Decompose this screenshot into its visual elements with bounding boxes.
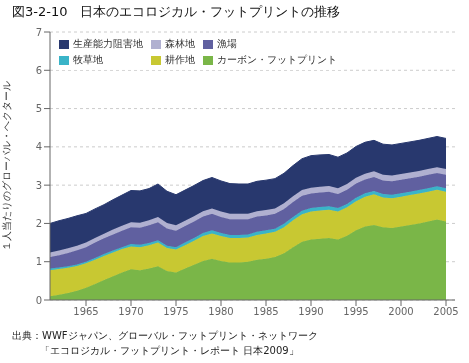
svg-text:3: 3	[36, 180, 42, 191]
html-text:カーボン・フットプリント: カーボン・フットプリント	[217, 54, 337, 65]
svg-text:0: 0	[36, 295, 42, 306]
svg-text:1: 1	[36, 256, 42, 267]
html-text:耕作地: 耕作地	[165, 54, 195, 65]
svg-text:7: 7	[36, 27, 42, 38]
html-text:漁場: 漁場	[217, 38, 237, 49]
svg-text:１人当たりのグローバル・ヘクタール: １人当たりのグローバル・ヘクタール	[8, 81, 12, 251]
svg-text:1975: 1975	[163, 306, 188, 317]
html-text:図3-2-10 日本のエコロジカル・フットプリントの推移: 図3-2-10 日本のエコロジカル・フットプリントの推移	[12, 4, 341, 19]
svg-text:5: 5	[36, 103, 42, 114]
svg-text:6: 6	[36, 65, 42, 76]
svg-text:1980: 1980	[208, 306, 233, 317]
svg-text:1965: 1965	[73, 306, 98, 317]
svg-text:1985: 1985	[253, 306, 278, 317]
svg-text:4: 4	[36, 141, 42, 152]
html-text:「エコロジカル・フットプリント・レポート 日本2009」: 「エコロジカル・フットプリント・レポート 日本2009」	[40, 345, 299, 356]
svg-text:1995: 1995	[343, 306, 368, 317]
svg-text:1990: 1990	[298, 306, 323, 317]
svg-text:2000: 2000	[388, 306, 413, 317]
html-text:出典：WWFジャパン、グローバル・フットプリント・ネットワー: 出典：WWFジャパン、グローバル・フットプリント・ネットワーク	[12, 330, 318, 341]
svg-text:2005: 2005	[433, 306, 458, 317]
svg-text:1970: 1970	[118, 306, 143, 317]
svg-text:2: 2	[36, 218, 42, 229]
html-text:牧草地: 牧草地	[73, 54, 103, 65]
html-text:森林地: 森林地	[165, 38, 195, 49]
html-text:生産能力阻害地: 生産能力阻害地	[73, 38, 143, 49]
